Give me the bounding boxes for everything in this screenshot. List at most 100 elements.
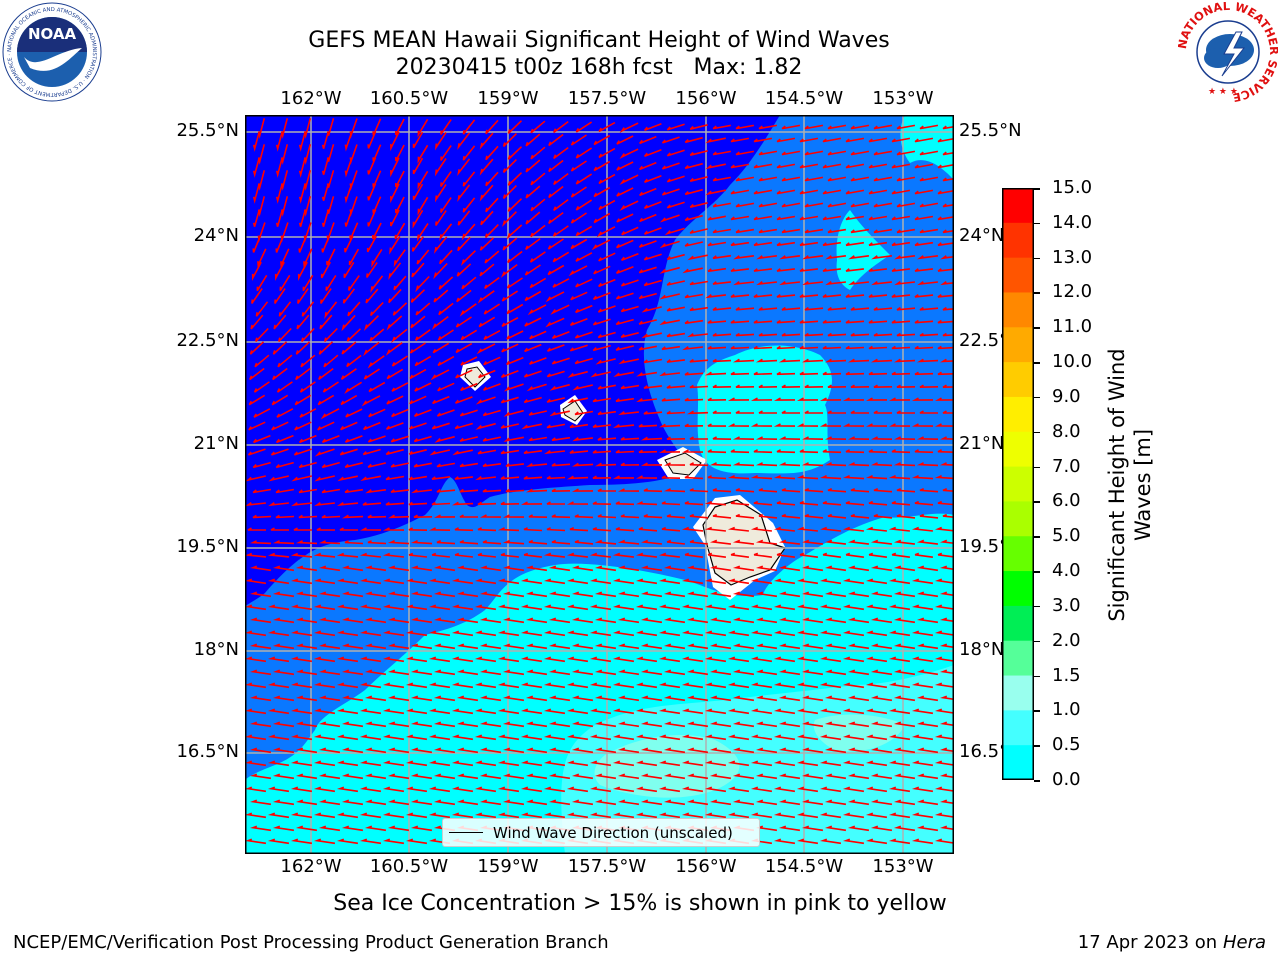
direction-arrow xyxy=(410,773,433,780)
direction-arrow xyxy=(249,695,272,702)
direction-arrow xyxy=(525,799,548,806)
direction-arrow xyxy=(411,489,432,494)
direction-arrow xyxy=(663,721,686,728)
direction-arrow xyxy=(638,526,658,532)
direction-arrow xyxy=(822,371,842,376)
direction-arrow xyxy=(359,578,382,585)
direction-arrow xyxy=(778,462,801,467)
direction-arrow xyxy=(735,306,755,311)
direction-arrow xyxy=(753,215,773,221)
direction-arrow xyxy=(598,173,616,185)
direction-arrow xyxy=(799,345,819,350)
direction-arrow xyxy=(704,526,726,532)
direction-arrow xyxy=(615,266,634,274)
direction-arrow xyxy=(755,358,778,363)
direction-arrow xyxy=(382,838,405,845)
direction-arrow xyxy=(485,145,499,161)
direction-arrow xyxy=(474,760,497,767)
direction-arrow xyxy=(635,682,658,689)
direction-arrow xyxy=(712,281,731,285)
direction-arrow xyxy=(416,249,430,265)
direction-arrow xyxy=(592,475,612,479)
direction-arrow xyxy=(592,291,611,301)
direction-arrow xyxy=(686,695,709,702)
direction-arrow xyxy=(451,812,474,819)
direction-arrow xyxy=(686,565,709,572)
direction-arrow xyxy=(459,303,477,317)
direction-arrow xyxy=(850,487,870,493)
direction-arrow xyxy=(868,500,888,506)
direction-arrow xyxy=(868,137,888,143)
direction-arrow xyxy=(497,656,520,663)
direction-arrow xyxy=(824,799,847,806)
direction-arrow xyxy=(575,199,593,211)
direction-arrow xyxy=(735,410,754,414)
direction-arrow xyxy=(412,183,424,201)
direction-arrow xyxy=(313,578,336,585)
direction-arrow xyxy=(891,449,911,454)
direction-arrow xyxy=(497,760,520,767)
direction-arrow xyxy=(317,421,335,431)
direction-arrow xyxy=(750,812,773,819)
direction-arrow xyxy=(735,202,755,208)
direction-arrow xyxy=(502,133,517,147)
direction-arrow xyxy=(842,838,865,845)
direction-arrow xyxy=(825,255,847,260)
direction-arrow xyxy=(364,643,387,650)
direction-arrow xyxy=(295,695,318,702)
direction-arrow xyxy=(366,262,378,278)
lat-label-right: 21°N xyxy=(959,433,1005,454)
direction-arrow xyxy=(405,786,428,793)
direction-arrow xyxy=(501,290,519,302)
direction-arrow xyxy=(871,281,892,286)
colorbar-tick-mark xyxy=(1034,710,1040,712)
direction-arrow xyxy=(641,332,662,339)
direction-arrow xyxy=(408,422,427,430)
direction-arrow xyxy=(824,565,847,572)
direction-arrow xyxy=(503,383,524,392)
direction-arrow xyxy=(525,617,548,624)
colorbar-tick-mark xyxy=(1034,431,1040,434)
direction-arrow xyxy=(822,241,842,247)
direction-arrow xyxy=(318,367,334,381)
direction-arrow xyxy=(547,238,564,250)
direction-arrow xyxy=(387,825,410,832)
direction-arrow xyxy=(272,669,295,676)
direction-arrow xyxy=(336,604,359,611)
direction-arrow xyxy=(620,384,640,390)
direction-arrow xyxy=(712,228,732,234)
direction-arrow xyxy=(873,410,892,414)
direction-arrow xyxy=(543,708,566,715)
direction-arrow xyxy=(776,345,796,350)
direction-arrow xyxy=(937,268,954,272)
direction-arrow xyxy=(382,656,405,663)
direction-arrow xyxy=(359,630,382,637)
direction-arrow xyxy=(440,197,452,213)
map-title-line2: 20230415 t00z 168h fcst Max: 1.82 xyxy=(395,55,803,80)
direction-arrow xyxy=(615,345,634,351)
direction-arrow xyxy=(341,591,364,598)
direction-arrow xyxy=(295,617,318,624)
direction-arrow xyxy=(873,384,893,388)
direction-arrow xyxy=(479,263,495,277)
direction-arrow xyxy=(707,241,727,247)
direction-arrow xyxy=(827,487,847,493)
direction-arrow xyxy=(593,160,611,172)
direction-arrow xyxy=(822,163,842,169)
direction-arrow xyxy=(612,734,635,741)
direction-arrow xyxy=(658,630,681,637)
direction-arrow xyxy=(548,721,571,728)
direction-arrow xyxy=(459,436,478,442)
direction-arrow xyxy=(778,436,801,440)
direction-arrow xyxy=(551,436,571,442)
direction-arrow xyxy=(640,669,663,676)
direction-arrow xyxy=(474,708,497,715)
direction-arrow xyxy=(888,630,911,637)
direction-arrow xyxy=(666,410,686,415)
direction-arrow xyxy=(347,301,361,317)
direction-arrow xyxy=(845,552,865,558)
direction-arrow xyxy=(594,591,617,598)
direction-arrow xyxy=(661,136,680,144)
direction-arrow xyxy=(459,488,479,493)
direction-arrow xyxy=(893,747,916,754)
